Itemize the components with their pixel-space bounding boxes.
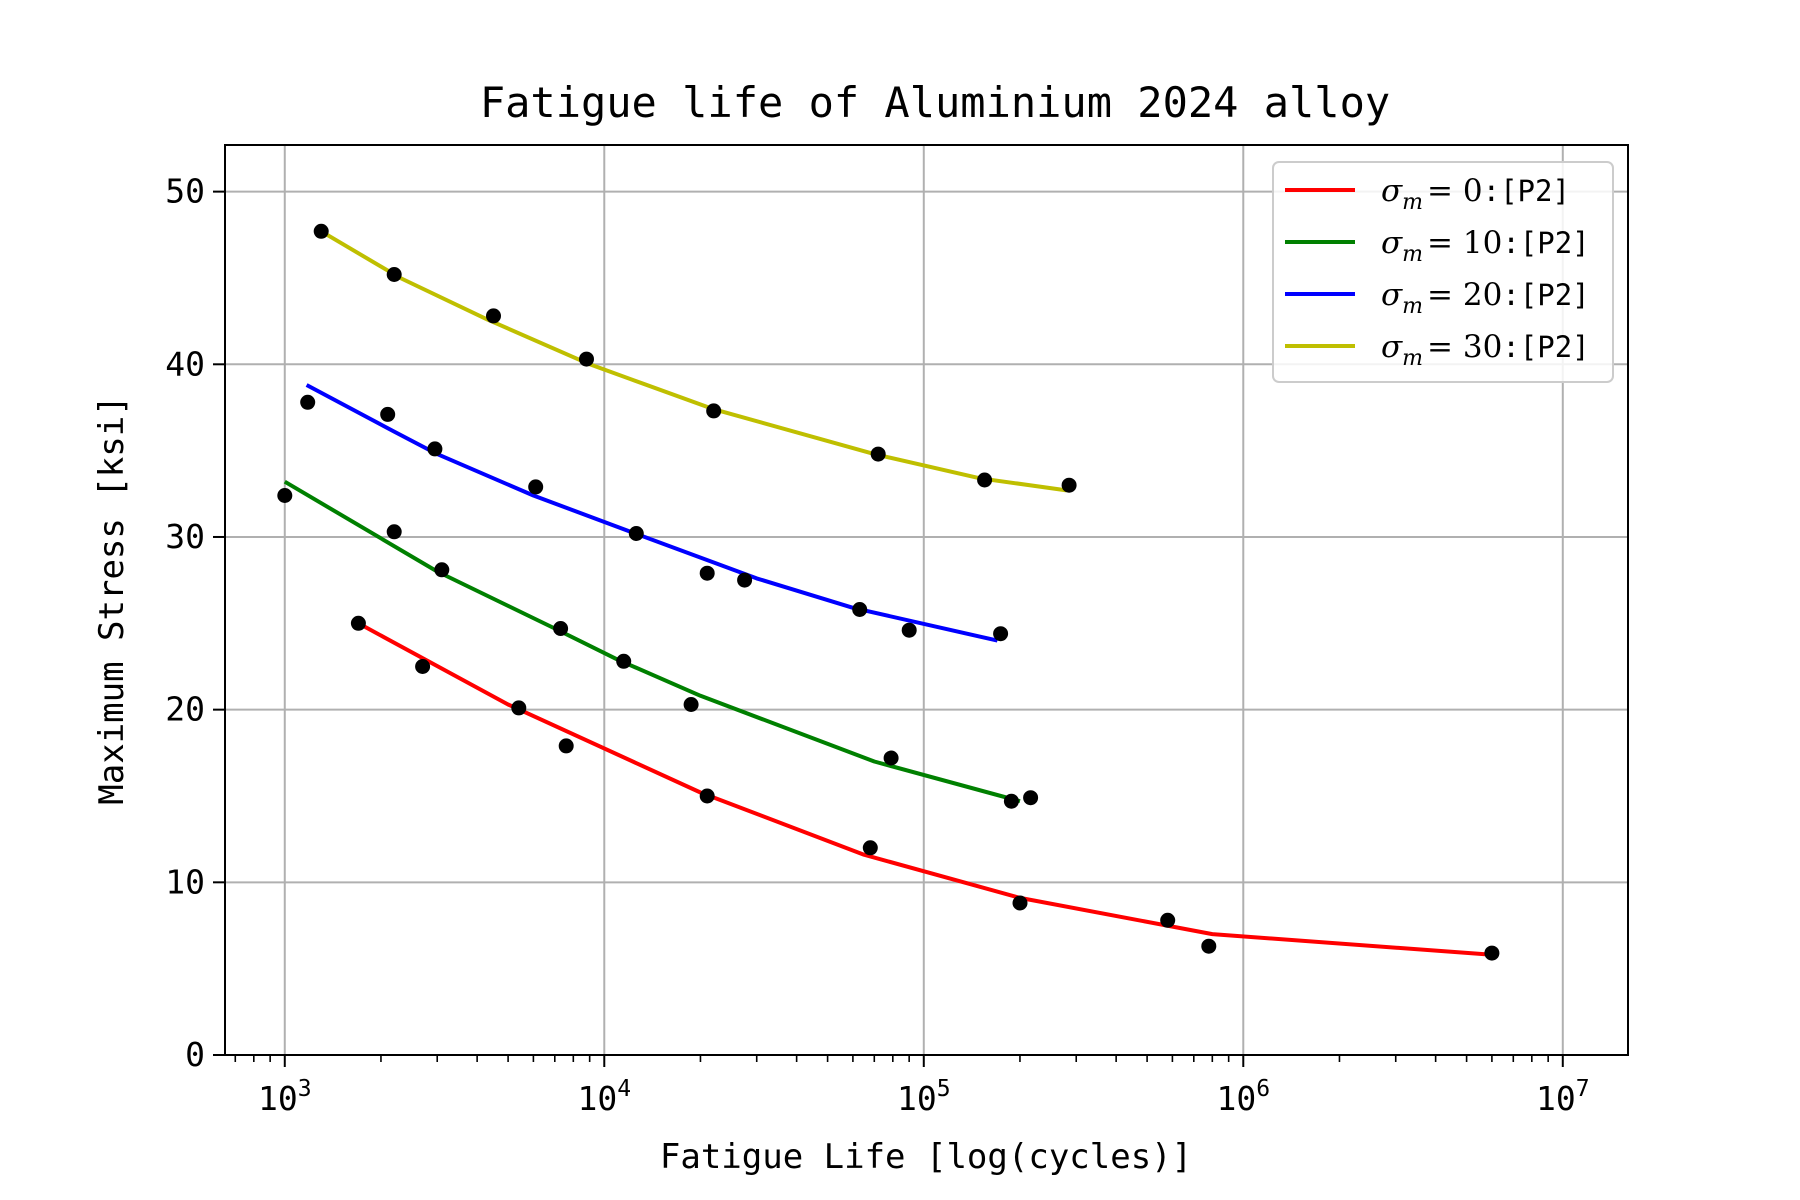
series-line-3 [320, 229, 1067, 493]
y-tick-label: 10 [165, 862, 205, 901]
x-tick-label: 104 [577, 1076, 631, 1118]
data-point-0 [511, 700, 527, 716]
y-axis: 0 10 20 30 40 50 [165, 172, 225, 1074]
data-point-2 [380, 406, 396, 422]
y-tick-label: 40 [165, 344, 205, 383]
data-point-0 [415, 659, 431, 674]
data-point-0 [350, 615, 366, 631]
data-point-3 [386, 267, 402, 282]
data-point-1 [553, 621, 569, 636]
data-point-1 [1003, 793, 1019, 809]
y-tick-label: 20 [165, 690, 205, 729]
y-tick-label: 50 [165, 172, 205, 211]
data-point-1 [883, 750, 899, 766]
series-line-0 [357, 621, 1493, 957]
legend-label-0: σm = 0:[P2] [1381, 173, 1570, 215]
data-point-0 [1012, 895, 1028, 911]
data-point-0 [1201, 938, 1217, 954]
data-point-2 [628, 526, 644, 541]
legend-box [1272, 161, 1614, 383]
x-tick-label: 106 [1216, 1076, 1270, 1118]
x-tick-label: 103 [258, 1076, 312, 1118]
data-point-2 [993, 626, 1009, 642]
legend: σm = 0:[P2] σm = 10:[P2] σm = 20:[P2] σm = 30:[… [1272, 161, 1614, 383]
data-point-2 [737, 572, 753, 588]
x-tick-label: 105 [897, 1076, 951, 1118]
data-point-1 [616, 653, 632, 669]
series-line-2 [305, 383, 998, 643]
chart-title: Fatigue life of Aluminium 2024 alloy [480, 78, 1390, 127]
data-point-3 [706, 403, 722, 419]
data-point-1 [434, 562, 450, 578]
data-point-0 [1160, 912, 1176, 928]
y-axis-label: Maximum Stress [ksi] [92, 395, 132, 804]
data-point-3 [870, 446, 886, 462]
legend-label-1: σm = 10:[P2] [1381, 225, 1590, 267]
plot-frame [224, 144, 1629, 1056]
data-point-0 [699, 788, 715, 804]
x-axis: 103 104 105 106 107 [234, 1055, 1590, 1118]
data-point-2 [300, 394, 316, 410]
legend-label-2: σm = 20:[P2] [1381, 277, 1590, 319]
data-point-1 [1023, 790, 1039, 806]
data-point-2 [852, 602, 868, 617]
data-point-3 [486, 308, 501, 324]
x-axis-label: Fatigue Life [log(cycles)] [660, 1137, 1192, 1177]
data-point-2 [901, 622, 917, 638]
data-point-1 [683, 697, 699, 712]
data-point-1 [277, 488, 293, 503]
data-point-0 [1484, 945, 1500, 961]
legend-label-3: σm = 30:[P2] [1381, 329, 1590, 371]
data-points [277, 223, 1500, 961]
data-point-1 [386, 524, 402, 540]
data-point-3 [313, 223, 329, 239]
data-point-2 [427, 441, 443, 457]
y-tick-label: 30 [165, 517, 205, 556]
data-point-0 [558, 738, 574, 754]
data-point-2 [699, 565, 715, 581]
data-point-3 [977, 472, 993, 488]
data-point-0 [862, 840, 878, 856]
data-point-2 [528, 479, 544, 495]
x-tick-label: 107 [1536, 1076, 1590, 1118]
data-point-3 [1061, 477, 1077, 493]
data-point-3 [579, 351, 594, 367]
y-tick-label: 0 [185, 1035, 205, 1074]
